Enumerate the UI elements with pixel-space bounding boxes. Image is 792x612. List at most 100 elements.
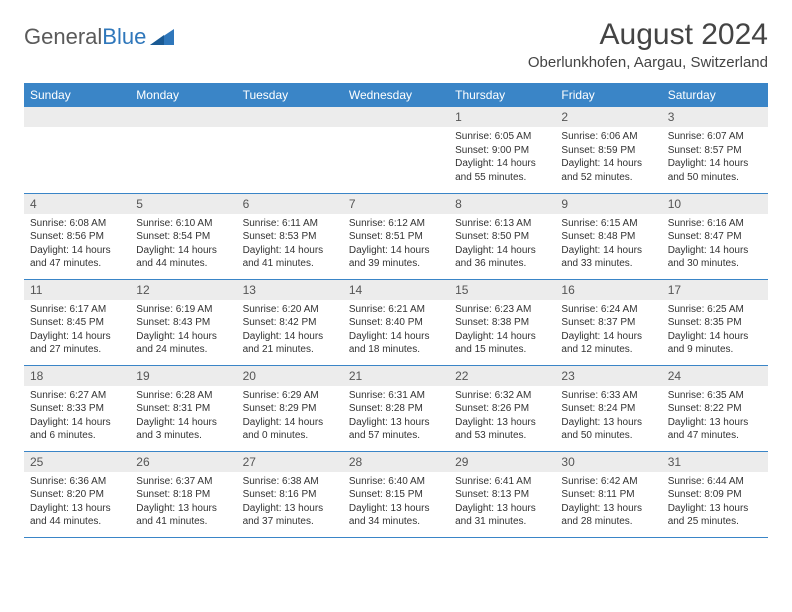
day-header: Wednesday xyxy=(343,83,449,107)
calendar-week-row: 1Sunrise: 6:05 AMSunset: 9:00 PMDaylight… xyxy=(24,107,768,193)
sunrise-text: Sunrise: 6:36 AM xyxy=(30,475,124,489)
day-header: Tuesday xyxy=(237,83,343,107)
title-block: August 2024 Oberlunkhofen, Aargau, Switz… xyxy=(528,18,768,71)
calendar-day-cell: 21Sunrise: 6:31 AMSunset: 8:28 PMDayligh… xyxy=(343,365,449,451)
sunset-text: Sunset: 8:57 PM xyxy=(668,144,762,158)
sunrise-text: Sunrise: 6:06 AM xyxy=(561,130,655,144)
sunrise-text: Sunrise: 6:42 AM xyxy=(561,475,655,489)
calendar-day-cell: 29Sunrise: 6:41 AMSunset: 8:13 PMDayligh… xyxy=(449,451,555,537)
calendar-day-cell: 13Sunrise: 6:20 AMSunset: 8:42 PMDayligh… xyxy=(237,279,343,365)
calendar-day-cell: 16Sunrise: 6:24 AMSunset: 8:37 PMDayligh… xyxy=(555,279,661,365)
day-detail: Sunrise: 6:33 AMSunset: 8:24 PMDaylight:… xyxy=(555,386,661,447)
sunrise-text: Sunrise: 6:27 AM xyxy=(30,389,124,403)
calendar-day-cell: 9Sunrise: 6:15 AMSunset: 8:48 PMDaylight… xyxy=(555,193,661,279)
day-detail: Sunrise: 6:37 AMSunset: 8:18 PMDaylight:… xyxy=(130,472,236,533)
sunset-text: Sunset: 8:40 PM xyxy=(349,316,443,330)
calendar-day-cell: 31Sunrise: 6:44 AMSunset: 8:09 PMDayligh… xyxy=(662,451,768,537)
day-number: 18 xyxy=(24,366,130,386)
sunset-text: Sunset: 8:20 PM xyxy=(30,488,124,502)
sunrise-text: Sunrise: 6:44 AM xyxy=(668,475,762,489)
day-number: 19 xyxy=(130,366,236,386)
sunrise-text: Sunrise: 6:13 AM xyxy=(455,217,549,231)
calendar-day-cell xyxy=(130,107,236,193)
calendar-table: Sunday Monday Tuesday Wednesday Thursday… xyxy=(24,83,768,538)
sunset-text: Sunset: 8:38 PM xyxy=(455,316,549,330)
calendar-day-cell xyxy=(24,107,130,193)
sunrise-text: Sunrise: 6:05 AM xyxy=(455,130,549,144)
sunrise-text: Sunrise: 6:08 AM xyxy=(30,217,124,231)
daylight-text: Daylight: 14 hours and 36 minutes. xyxy=(455,244,549,271)
sunset-text: Sunset: 8:15 PM xyxy=(349,488,443,502)
sunset-text: Sunset: 8:53 PM xyxy=(243,230,337,244)
daylight-text: Daylight: 13 hours and 53 minutes. xyxy=(455,416,549,443)
daylight-text: Daylight: 13 hours and 25 minutes. xyxy=(668,502,762,529)
sunset-text: Sunset: 8:24 PM xyxy=(561,402,655,416)
sunrise-text: Sunrise: 6:38 AM xyxy=(243,475,337,489)
calendar-day-cell: 4Sunrise: 6:08 AMSunset: 8:56 PMDaylight… xyxy=(24,193,130,279)
day-detail: Sunrise: 6:15 AMSunset: 8:48 PMDaylight:… xyxy=(555,214,661,275)
calendar-week-row: 11Sunrise: 6:17 AMSunset: 8:45 PMDayligh… xyxy=(24,279,768,365)
calendar-day-cell: 27Sunrise: 6:38 AMSunset: 8:16 PMDayligh… xyxy=(237,451,343,537)
day-number: 1 xyxy=(449,107,555,127)
sunrise-text: Sunrise: 6:24 AM xyxy=(561,303,655,317)
daylight-text: Daylight: 14 hours and 18 minutes. xyxy=(349,330,443,357)
location-subtitle: Oberlunkhofen, Aargau, Switzerland xyxy=(528,54,768,71)
sunset-text: Sunset: 8:43 PM xyxy=(136,316,230,330)
day-detail: Sunrise: 6:35 AMSunset: 8:22 PMDaylight:… xyxy=(662,386,768,447)
sunset-text: Sunset: 8:29 PM xyxy=(243,402,337,416)
sunrise-text: Sunrise: 6:21 AM xyxy=(349,303,443,317)
sunset-text: Sunset: 8:42 PM xyxy=(243,316,337,330)
day-detail: Sunrise: 6:13 AMSunset: 8:50 PMDaylight:… xyxy=(449,214,555,275)
daylight-text: Daylight: 14 hours and 0 minutes. xyxy=(243,416,337,443)
sunset-text: Sunset: 8:22 PM xyxy=(668,402,762,416)
sunrise-text: Sunrise: 6:32 AM xyxy=(455,389,549,403)
day-detail: Sunrise: 6:06 AMSunset: 8:59 PMDaylight:… xyxy=(555,127,661,188)
day-number: 8 xyxy=(449,194,555,214)
calendar-day-cell: 5Sunrise: 6:10 AMSunset: 8:54 PMDaylight… xyxy=(130,193,236,279)
calendar-body: 1Sunrise: 6:05 AMSunset: 9:00 PMDaylight… xyxy=(24,107,768,537)
day-detail: Sunrise: 6:36 AMSunset: 8:20 PMDaylight:… xyxy=(24,472,130,533)
sunset-text: Sunset: 8:26 PM xyxy=(455,402,549,416)
day-number: 2 xyxy=(555,107,661,127)
sunset-text: Sunset: 8:59 PM xyxy=(561,144,655,158)
sunset-text: Sunset: 8:47 PM xyxy=(668,230,762,244)
daylight-text: Daylight: 13 hours and 37 minutes. xyxy=(243,502,337,529)
calendar-day-cell: 1Sunrise: 6:05 AMSunset: 9:00 PMDaylight… xyxy=(449,107,555,193)
calendar-day-cell: 20Sunrise: 6:29 AMSunset: 8:29 PMDayligh… xyxy=(237,365,343,451)
calendar-day-cell: 7Sunrise: 6:12 AMSunset: 8:51 PMDaylight… xyxy=(343,193,449,279)
daylight-text: Daylight: 14 hours and 41 minutes. xyxy=(243,244,337,271)
day-header: Thursday xyxy=(449,83,555,107)
calendar-day-cell xyxy=(343,107,449,193)
calendar-day-cell: 2Sunrise: 6:06 AMSunset: 8:59 PMDaylight… xyxy=(555,107,661,193)
day-detail: Sunrise: 6:38 AMSunset: 8:16 PMDaylight:… xyxy=(237,472,343,533)
daylight-text: Daylight: 14 hours and 24 minutes. xyxy=(136,330,230,357)
calendar-day-cell: 24Sunrise: 6:35 AMSunset: 8:22 PMDayligh… xyxy=(662,365,768,451)
sunset-text: Sunset: 8:50 PM xyxy=(455,230,549,244)
day-number: 24 xyxy=(662,366,768,386)
calendar-day-cell: 6Sunrise: 6:11 AMSunset: 8:53 PMDaylight… xyxy=(237,193,343,279)
day-detail: Sunrise: 6:16 AMSunset: 8:47 PMDaylight:… xyxy=(662,214,768,275)
daylight-text: Daylight: 14 hours and 27 minutes. xyxy=(30,330,124,357)
day-detail xyxy=(343,127,449,134)
calendar-header-row: Sunday Monday Tuesday Wednesday Thursday… xyxy=(24,83,768,107)
day-header: Monday xyxy=(130,83,236,107)
sunset-text: Sunset: 8:37 PM xyxy=(561,316,655,330)
day-number: 10 xyxy=(662,194,768,214)
day-number: 27 xyxy=(237,452,343,472)
day-detail: Sunrise: 6:19 AMSunset: 8:43 PMDaylight:… xyxy=(130,300,236,361)
day-number: 12 xyxy=(130,280,236,300)
day-detail: Sunrise: 6:07 AMSunset: 8:57 PMDaylight:… xyxy=(662,127,768,188)
sunset-text: Sunset: 8:11 PM xyxy=(561,488,655,502)
calendar-day-cell: 15Sunrise: 6:23 AMSunset: 8:38 PMDayligh… xyxy=(449,279,555,365)
day-number: 9 xyxy=(555,194,661,214)
calendar-day-cell: 17Sunrise: 6:25 AMSunset: 8:35 PMDayligh… xyxy=(662,279,768,365)
calendar-day-cell: 10Sunrise: 6:16 AMSunset: 8:47 PMDayligh… xyxy=(662,193,768,279)
calendar-week-row: 25Sunrise: 6:36 AMSunset: 8:20 PMDayligh… xyxy=(24,451,768,537)
daylight-text: Daylight: 13 hours and 34 minutes. xyxy=(349,502,443,529)
day-number: 11 xyxy=(24,280,130,300)
day-detail: Sunrise: 6:42 AMSunset: 8:11 PMDaylight:… xyxy=(555,472,661,533)
calendar-day-cell: 3Sunrise: 6:07 AMSunset: 8:57 PMDaylight… xyxy=(662,107,768,193)
daylight-text: Daylight: 14 hours and 39 minutes. xyxy=(349,244,443,271)
day-number: 13 xyxy=(237,280,343,300)
calendar-week-row: 18Sunrise: 6:27 AMSunset: 8:33 PMDayligh… xyxy=(24,365,768,451)
